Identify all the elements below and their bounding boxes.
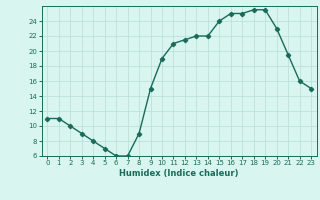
X-axis label: Humidex (Indice chaleur): Humidex (Indice chaleur) (119, 169, 239, 178)
